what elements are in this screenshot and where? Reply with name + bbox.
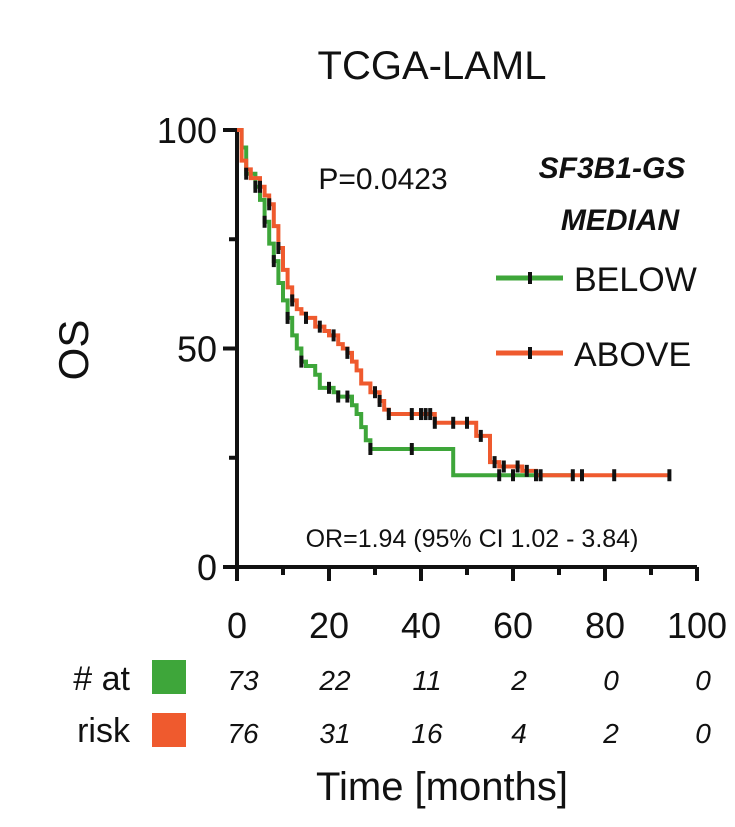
x-tick-label: 80 [585,605,625,646]
legend-label-below: BELOW [574,261,697,299]
curve-below [237,128,573,478]
y-axis-ticks: 0 50 100 [157,110,237,588]
y-tick-label: 100 [157,110,217,151]
x-tick-label: 20 [309,605,349,646]
odds-ratio-text: OR=1.94 (95% CI 1.02 - 3.84) [306,525,639,553]
legend-entry-above: ABOVE [496,336,691,374]
risk-number-above: 4 [511,718,527,749]
risk-number-below: 73 [227,665,259,696]
x-axis-label: Time [months] [316,765,568,809]
risk-number-below: 2 [510,665,527,696]
x-tick-label: 60 [493,605,533,646]
y-axis-label: OS [50,320,97,381]
risk-number-below: 0 [603,665,619,696]
risk-number-above: 31 [319,718,350,749]
legend-title-line1: SF3B1-GS [539,152,686,185]
legend: SF3B1-GS MEDIAN BELOW ABOVE [496,152,697,374]
y-tick-label: 0 [197,547,217,588]
risk-table: # at risk 73 22 11 2 0 0 76 31 16 4 2 0 [73,660,711,750]
risk-number-above: 0 [695,718,711,749]
risk-swatch-above [152,713,186,747]
legend-title-line2: MEDIAN [561,204,681,237]
risk-label-line1: # at [73,660,130,698]
x-axis-ticks: 0 20 40 60 80 100 [227,567,727,646]
p-value-text: P=0.0423 [318,163,447,196]
risk-number-above: 76 [227,718,259,749]
risk-swatch-below [152,660,186,694]
risk-number-above: 2 [602,718,619,749]
risk-number-below: 11 [412,665,441,696]
censor-marks [244,167,672,482]
x-tick-label: 40 [401,605,441,646]
y-tick-label: 50 [177,329,217,370]
legend-entry-below: BELOW [496,261,697,299]
risk-number-below: 22 [318,665,351,696]
risk-numbers: 73 22 11 2 0 0 76 31 16 4 2 0 [227,665,711,749]
risk-label-line2: risk [77,712,131,750]
chart-title: TCGA-LAML [318,44,547,88]
x-tick-label: 0 [227,605,247,646]
legend-label-above: ABOVE [574,336,691,374]
risk-number-above: 16 [411,718,443,749]
risk-number-below: 0 [695,665,711,696]
x-tick-label: 100 [667,605,727,646]
